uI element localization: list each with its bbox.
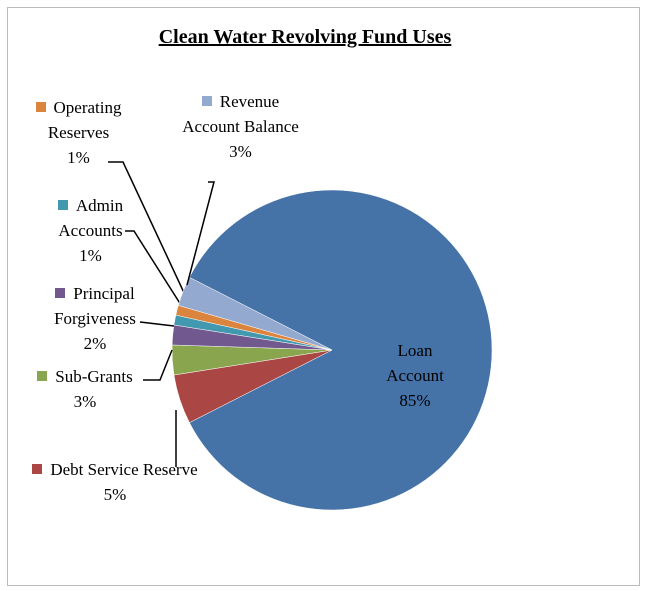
value-label: 1% <box>79 246 102 265</box>
slice-label: Revenue Account Balance 3% <box>178 89 303 164</box>
chart-border <box>7 7 640 586</box>
slice-label: Sub-Grants 3% <box>20 364 150 414</box>
leader-line <box>186 181 215 286</box>
legend-swatch <box>201 96 212 106</box>
value-label: 3% <box>229 142 252 161</box>
slice-label: Debt Service Reserve 5% <box>30 457 200 507</box>
category-label: Debt Service Reserve <box>50 460 198 479</box>
leader-line <box>139 321 175 327</box>
value-label: 2% <box>83 334 107 353</box>
value-label: 5% <box>103 485 127 504</box>
category-label: Principal Forgiveness <box>54 284 136 328</box>
chart-title: Clean Water Revolving Fund Uses <box>158 26 452 48</box>
pie-slice <box>189 189 493 511</box>
leader-line <box>125 230 182 306</box>
legend-swatch <box>57 200 68 210</box>
category-label: Sub-Grants <box>55 367 133 386</box>
legend-swatch <box>55 288 66 298</box>
legend-swatch <box>37 371 48 381</box>
slice-label: Operating Reserves 1% <box>16 95 141 170</box>
value-label: 3% <box>73 392 97 411</box>
legend-swatch <box>35 102 46 112</box>
legend-swatch <box>32 464 43 474</box>
leader-line <box>143 349 173 381</box>
value-label: 85% <box>399 391 431 410</box>
slice-label: Admin Accounts 1% <box>28 193 153 268</box>
value-label: 1% <box>67 148 90 167</box>
leader-line <box>108 161 187 298</box>
category-label: Loan Account <box>386 341 444 385</box>
slice-label: Principal Forgiveness 2% <box>20 281 170 356</box>
slice-label: Loan Account 85% <box>370 338 460 413</box>
category-label: Operating Reserves <box>47 98 122 142</box>
category-label: Revenue Account Balance <box>182 92 299 136</box>
category-label: Admin Accounts <box>58 196 124 240</box>
